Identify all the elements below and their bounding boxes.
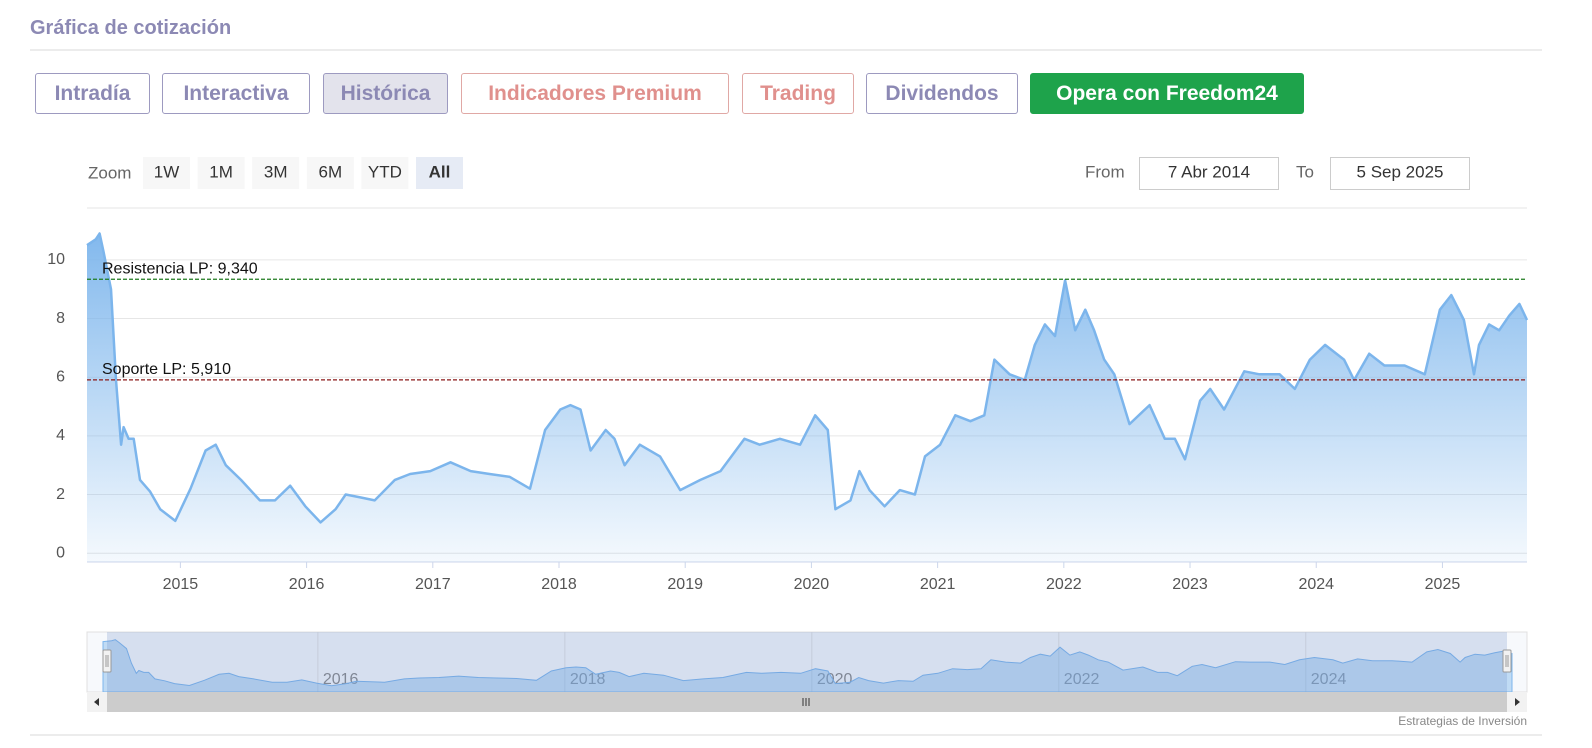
plot-line-label: Resistencia LP: 9,340 <box>102 260 258 277</box>
navigator-tick-label: 2020 <box>817 671 853 688</box>
price-line <box>86 232 1529 524</box>
zoom-button-bg[interactable] <box>306 157 354 189</box>
y-tick-label: 10 <box>47 251 65 268</box>
from-input[interactable] <box>1139 157 1279 190</box>
zoom-button-label[interactable]: 1M <box>209 162 233 181</box>
zoom-button-bg[interactable] <box>416 157 463 189</box>
x-tick-label: 2019 <box>667 576 703 593</box>
zoom-button[interactable]: All <box>416 157 463 189</box>
navigator-handle[interactable] <box>1502 649 1512 673</box>
scrollbar-thumb[interactable] <box>107 692 1507 712</box>
x-tick-label: 2015 <box>163 576 199 593</box>
navigator-area <box>102 639 1513 693</box>
price-area <box>87 233 1527 562</box>
navigator-bg <box>86 631 1528 693</box>
navigator-tick-label: 2024 <box>1311 671 1347 688</box>
zoom-button-bg[interactable] <box>252 157 300 189</box>
navigator-tick-label: 2018 <box>570 671 606 688</box>
navigator-tick-label: 2022 <box>1064 671 1100 688</box>
x-tick-label: 2024 <box>1298 576 1334 593</box>
navigator-tick-label: 2016 <box>323 671 359 688</box>
x-tick-label: 2023 <box>1172 576 1208 593</box>
zoom-button[interactable]: 3M <box>252 157 300 189</box>
zoom-button[interactable]: YTD <box>361 157 409 189</box>
y-tick-label: 8 <box>56 310 65 327</box>
tab[interactable]: Dividendos <box>866 73 1018 114</box>
x-tick-label: 2025 <box>1425 576 1461 593</box>
to-input[interactable] <box>1330 157 1470 190</box>
zoom-label: Zoom <box>88 163 131 182</box>
to-date[interactable]: 5 Sep 2025 <box>1357 162 1444 181</box>
tab[interactable]: Indicadores Premium <box>461 73 729 114</box>
zoom-button-bg[interactable] <box>361 157 409 189</box>
zoom-button[interactable]: 1M <box>197 157 245 189</box>
zoom-button-label[interactable]: 1W <box>154 162 180 181</box>
zoom-button-label[interactable]: All <box>429 162 451 181</box>
zoom-button[interactable]: 6M <box>306 157 354 189</box>
plot-line-label: Soporte LP: 5,910 <box>102 361 231 378</box>
zoom-button-label[interactable]: YTD <box>368 162 402 181</box>
x-tick-label: 2020 <box>794 576 830 593</box>
zoom-button-bg[interactable] <box>197 157 245 189</box>
scroll-left[interactable] <box>94 698 99 706</box>
y-tick-label: 0 <box>56 544 65 561</box>
tab[interactable]: Opera con Freedom24 <box>1030 73 1304 114</box>
zoom-button[interactable]: 1W <box>143 157 190 189</box>
y-tick-label: 2 <box>56 486 65 503</box>
navigator-mask <box>107 632 1507 692</box>
from-date[interactable]: 7 Abr 2014 <box>1168 162 1250 181</box>
y-tick-label: 6 <box>56 368 65 385</box>
credit: Estrategias de Inversión <box>1398 714 1527 728</box>
navigator-handle[interactable] <box>102 649 112 673</box>
zoom-button-label[interactable]: 3M <box>264 162 288 181</box>
zoom-button-bg[interactable] <box>143 157 190 189</box>
from-label: From <box>1085 162 1125 181</box>
to-label: To <box>1296 162 1314 181</box>
x-tick-label: 2022 <box>1046 576 1082 593</box>
tab[interactable]: Histórica <box>323 73 448 114</box>
tab[interactable]: Interactiva <box>162 73 310 114</box>
x-tick-label: 2021 <box>920 576 956 593</box>
x-tick-label: 2016 <box>289 576 325 593</box>
tab[interactable]: Intradía <box>35 73 150 114</box>
section-title: Gráfica de cotización <box>30 17 232 39</box>
y-tick-label: 4 <box>56 427 65 444</box>
zoom-button-label[interactable]: 6M <box>318 162 342 181</box>
x-tick-label: 2018 <box>541 576 577 593</box>
tab[interactable]: Trading <box>742 73 854 114</box>
x-tick-label: 2017 <box>415 576 451 593</box>
scroll-right[interactable] <box>1515 698 1520 706</box>
